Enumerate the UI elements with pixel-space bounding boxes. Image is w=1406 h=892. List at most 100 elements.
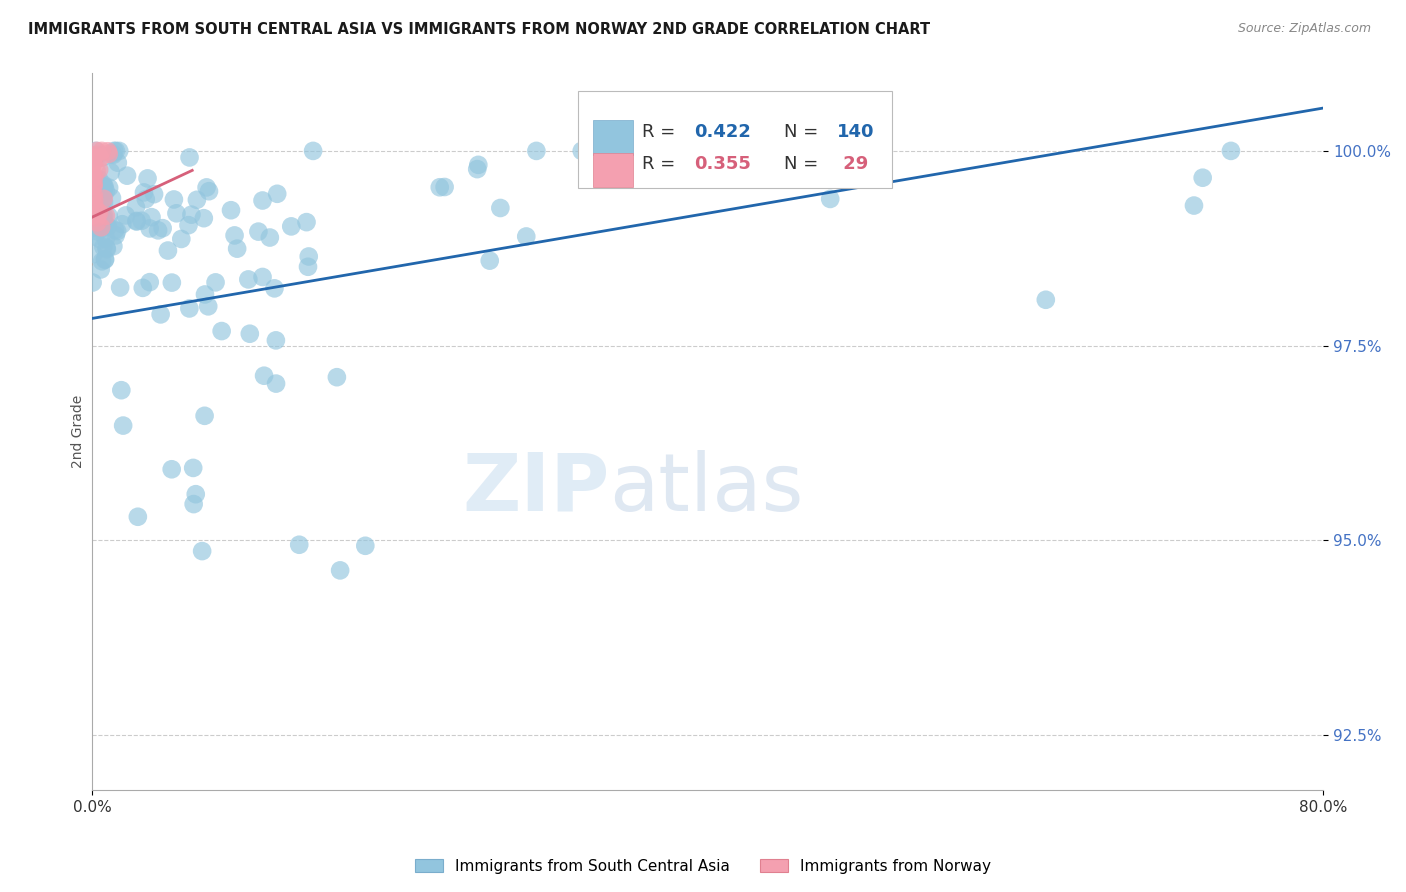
Point [103,239,125,253]
Point [93,179,115,194]
Point [86,194,108,208]
Point [83,220,105,235]
Point [91,151,114,165]
Point [465,162,488,177]
Point [288,538,311,552]
Point [238,272,260,286]
Point [143,187,166,202]
Point [194,287,217,301]
Point [219,203,242,218]
Point [86,215,108,229]
Point [1219,144,1241,158]
Point [160,276,183,290]
Point [107,155,129,169]
Point [90,202,112,216]
Point [115,169,138,183]
Point [298,250,321,264]
Point [89,172,111,186]
Legend: Immigrants from South Central Asia, Immigrants from Norway: Immigrants from South Central Asia, Immi… [409,853,997,880]
Text: R =: R = [643,155,682,173]
Point [83,170,105,185]
Point [83,247,105,261]
Point [179,301,201,316]
Point [91,210,114,224]
Point [90,220,112,235]
Point [94,218,117,232]
Point [127,509,149,524]
Point [94,252,117,267]
Point [86,211,108,225]
Point [183,497,205,511]
Point [111,217,134,231]
Point [125,200,148,214]
Text: IMMIGRANTS FROM SOUTH CENTRAL ASIA VS IMMIGRANTS FROM NORWAY 2ND GRADE CORRELATI: IMMIGRANTS FROM SOUTH CENTRAL ASIA VS IM… [28,22,931,37]
Point [103,144,125,158]
Point [186,193,208,207]
Point [197,299,219,313]
Text: R =: R = [643,122,682,141]
Point [125,214,148,228]
Text: ZIP: ZIP [463,450,609,528]
Point [90,144,112,158]
Point [160,462,183,476]
Point [93,192,115,206]
Point [195,180,218,194]
Point [104,144,127,158]
Point [180,208,202,222]
Point [146,223,169,237]
Point [110,383,132,397]
Text: 140: 140 [837,122,875,141]
Point [125,214,148,228]
Point [226,242,249,256]
Point [112,418,135,433]
Point [132,281,155,295]
Point [138,275,160,289]
Point [90,232,112,246]
Point [132,186,155,200]
Point [83,178,105,192]
Point [87,201,110,215]
Point [91,254,114,268]
Point [179,151,201,165]
Point [83,205,105,219]
Point [82,181,104,195]
Point [87,218,110,232]
Point [86,176,108,190]
Point [191,544,214,558]
Point [94,209,117,223]
Point [141,210,163,224]
Point [82,178,104,193]
Point [193,211,215,226]
Point [354,539,377,553]
Text: atlas: atlas [609,450,804,528]
Point [108,144,131,158]
Point [204,276,226,290]
Point [87,206,110,220]
Point [83,229,105,244]
Point [97,209,120,223]
Point [224,228,246,243]
Point [163,193,186,207]
Point [94,231,117,245]
Point [177,218,200,232]
Point [1182,198,1205,212]
Point [84,148,107,162]
Point [97,146,120,161]
Point [91,178,114,192]
Bar [593,120,633,154]
Point [87,204,110,219]
Point [82,165,104,179]
Point [82,150,104,164]
Point [489,201,512,215]
Point [170,232,193,246]
Point [91,194,114,209]
Point [280,219,302,234]
Point [86,144,108,158]
Point [302,144,325,158]
Point [94,184,117,198]
Point [82,156,104,170]
Point [83,199,105,213]
Point [326,370,349,384]
FancyBboxPatch shape [578,91,893,187]
Point [108,280,131,294]
